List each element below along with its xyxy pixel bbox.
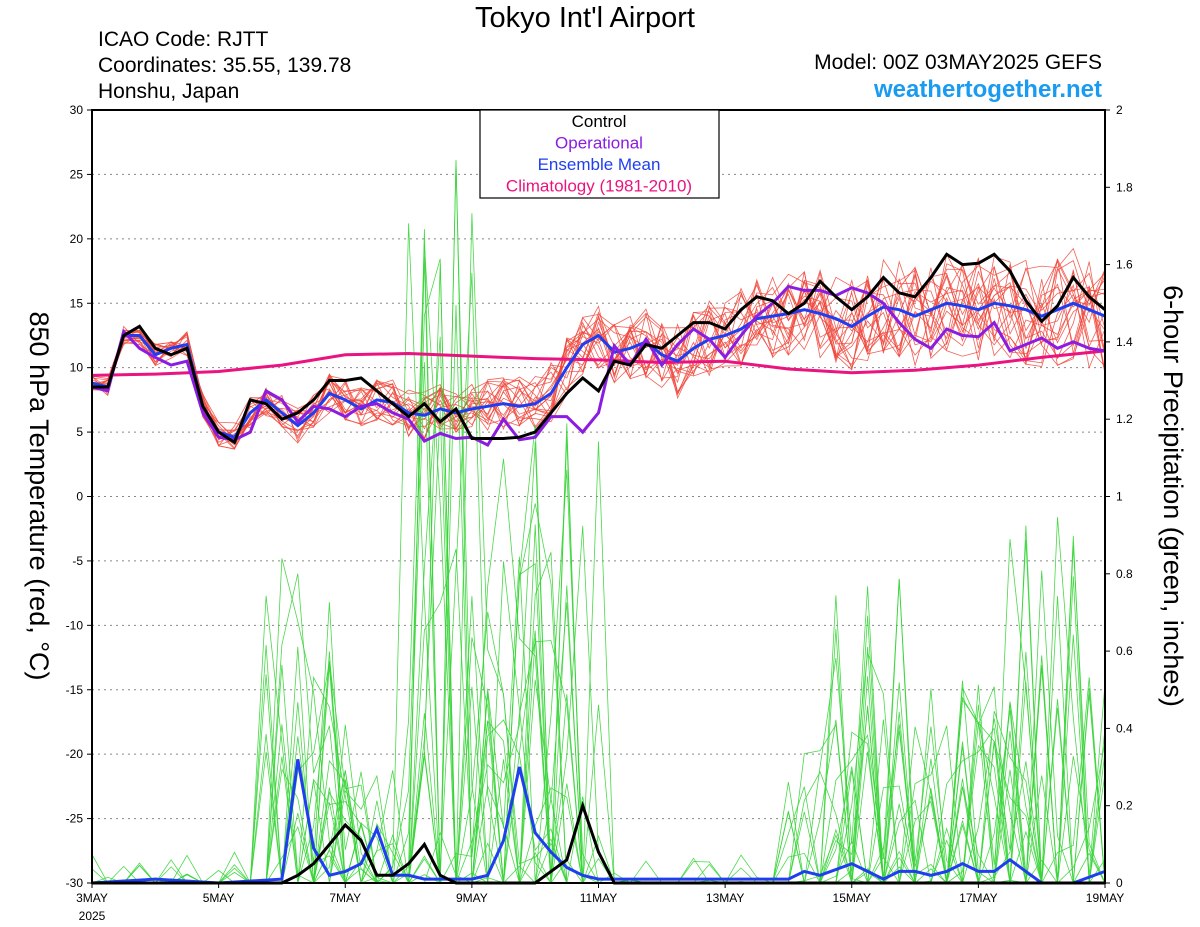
left-tick-label: 15 bbox=[70, 296, 84, 310]
precip-member-line bbox=[92, 213, 1105, 885]
left-tick-label: 30 bbox=[70, 103, 84, 117]
temp-member-line bbox=[91, 259, 1106, 440]
precip-member-line bbox=[91, 469, 1106, 884]
temp-member-line bbox=[91, 259, 1106, 432]
legend: Control Operational Ensemble Mean Climatolo… bbox=[479, 109, 720, 199]
ensemble-members bbox=[91, 159, 1106, 885]
left-tick-label: 5 bbox=[76, 425, 83, 439]
temp-member-line bbox=[91, 258, 1106, 446]
legend-entry: Climatology (1981-2010) bbox=[506, 177, 692, 196]
right-tick-label: 0.4 bbox=[1116, 721, 1133, 735]
left-tick-label: -25 bbox=[66, 812, 84, 826]
right-tick-label: 1.8 bbox=[1116, 180, 1133, 194]
grid-lines bbox=[92, 173, 1105, 820]
right-tick-label: 1.2 bbox=[1116, 412, 1133, 426]
right-tick-label: 1.6 bbox=[1116, 258, 1133, 272]
x-tick-label: 11MAY bbox=[580, 891, 618, 905]
temp-member-line bbox=[91, 267, 1106, 431]
left-axis-title: 850 hPa Temperature (red, °C) bbox=[24, 312, 54, 681]
control-temp-line bbox=[92, 252, 1106, 445]
left-tick-label: -10 bbox=[66, 618, 84, 632]
site-link[interactable]: weathertogether.net bbox=[873, 76, 1102, 103]
x-tick-label: 17MAY bbox=[959, 891, 997, 905]
temp-member-line bbox=[91, 260, 1106, 447]
climatology-line bbox=[91, 349, 1106, 377]
right-tick-label: 0.6 bbox=[1116, 644, 1133, 658]
left-tick-label: -30 bbox=[66, 876, 84, 890]
x-tick-year: 2025 bbox=[79, 909, 106, 923]
left-tick-label: 20 bbox=[70, 232, 84, 246]
right-tick-label: 2 bbox=[1116, 103, 1123, 117]
x-tick-label: 3MAY bbox=[76, 891, 108, 905]
main-series bbox=[91, 252, 1106, 885]
right-tick-label: 0.2 bbox=[1116, 799, 1133, 813]
left-tick-label: -5 bbox=[72, 554, 83, 568]
precip-member-line bbox=[91, 458, 1106, 885]
left-tick-label: 25 bbox=[70, 167, 84, 181]
coordinates: Coordinates: 35.55, 139.78 bbox=[98, 54, 352, 77]
left-tick-label: -15 bbox=[66, 683, 84, 697]
ensemble-mean-precip-line bbox=[91, 759, 1106, 885]
axis-ticks: -30-25-20-15-10-505101520253000.20.40.60… bbox=[66, 103, 1133, 923]
legend-entry: Control bbox=[572, 112, 627, 131]
temp-member-line bbox=[91, 262, 1106, 440]
precip-member-line bbox=[92, 561, 1106, 884]
x-tick-label: 15MAY bbox=[833, 891, 871, 905]
page-title: Tokyo Int'l Airport bbox=[475, 2, 695, 34]
right-tick-label: 0 bbox=[1116, 876, 1123, 890]
legend-box bbox=[479, 109, 720, 199]
legend-entry: Ensemble Mean bbox=[538, 155, 661, 174]
x-tick-label: 7MAY bbox=[329, 891, 361, 905]
left-tick-label: 0 bbox=[76, 490, 83, 504]
operational-temp-line bbox=[91, 284, 1106, 447]
model-run: Model: 00Z 03MAY2025 GEFS bbox=[814, 51, 1102, 74]
x-tick-label: 19MAY bbox=[1086, 891, 1124, 905]
icao-code: ICAO Code: RJTT bbox=[98, 28, 269, 51]
x-tick-label: 5MAY bbox=[203, 891, 235, 905]
region: Honshu, Japan bbox=[98, 80, 240, 103]
control-precip-line bbox=[92, 800, 1105, 885]
x-tick-label: 13MAY bbox=[706, 891, 744, 905]
left-tick-label: 10 bbox=[70, 361, 84, 375]
x-tick-label: 9MAY bbox=[456, 891, 488, 905]
left-tick-label: -20 bbox=[66, 747, 84, 761]
right-tick-label: 1.4 bbox=[1116, 335, 1133, 349]
precip-member-line bbox=[92, 424, 1105, 884]
right-axis-title: 6-hour Precipitation (green, inches) bbox=[1158, 285, 1188, 707]
right-tick-label: 1 bbox=[1116, 490, 1123, 504]
right-tick-label: 0.8 bbox=[1116, 567, 1133, 581]
legend-entry: Operational bbox=[555, 134, 643, 153]
